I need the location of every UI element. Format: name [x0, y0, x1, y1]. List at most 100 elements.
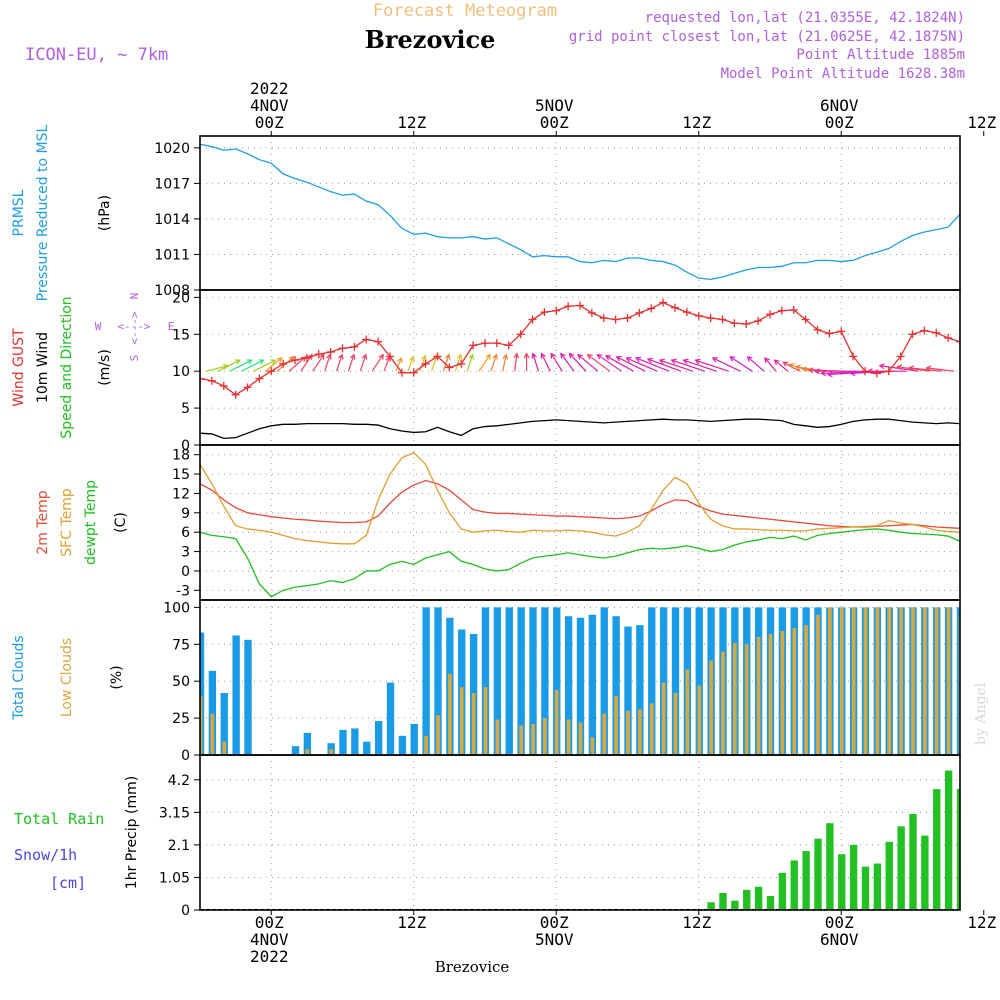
total-cloud-bar: [434, 607, 442, 755]
gust-marker: [386, 352, 394, 361]
wind-arrow: [513, 352, 520, 372]
precip-legend-label: Total Rain: [14, 810, 104, 828]
wind-arrow: [773, 359, 789, 372]
total-cloud-bar: [374, 721, 383, 755]
panel-frame-precip: [199, 754, 961, 911]
low-cloud-bar: [495, 719, 500, 755]
y-tick-label: 4.2: [168, 773, 190, 789]
wind-arrow-head: [485, 353, 491, 360]
top-time-label: 12Z: [682, 113, 711, 132]
wind-arrow-shaft: [597, 354, 622, 372]
wind-arrow: [670, 358, 705, 372]
wind-arrow-head: [456, 353, 463, 360]
gust-marker: [837, 327, 846, 336]
total-cloud-bar: [517, 607, 525, 755]
panel-cloud: 100 75 50 25 0: [163, 599, 961, 764]
wind-arrow-head: [878, 363, 885, 370]
total-cloud-bar: [505, 607, 513, 755]
y-tick-label: 0: [181, 438, 190, 454]
wind-arrow-shaft: [616, 356, 646, 372]
total-cloud-bar: [351, 728, 359, 755]
gust-marker: [504, 341, 513, 350]
plot-area-pressure: [200, 143, 960, 280]
gust-marker: [255, 374, 264, 383]
precip-legend-label: [cm]: [50, 874, 86, 892]
plot-area-cloud: [200, 607, 960, 755]
y-tick-label: 15: [172, 327, 190, 343]
y-tick-label: 9: [181, 506, 190, 522]
low-cloud-bar: [816, 614, 820, 755]
low-cloud-bar: [210, 713, 215, 755]
rain-bar: [731, 900, 739, 910]
gust-marker: [200, 374, 204, 383]
gust-marker: [314, 350, 323, 359]
gust-marker: [718, 315, 727, 324]
wind-arrow-head: [604, 355, 611, 361]
gust-marker: [267, 367, 276, 376]
total-cloud-bar: [244, 639, 252, 755]
rain-bar: [826, 823, 834, 910]
gust-marker: [397, 368, 406, 377]
gust-marker: [231, 390, 240, 399]
panel-label-temp: dewpt Temp: [83, 480, 99, 565]
y-tick-label: 12: [172, 486, 190, 502]
low-cloud-bar: [863, 607, 868, 755]
wind-arrow-shaft: [897, 366, 931, 372]
gust-marker: [623, 314, 632, 323]
bottom-time-label: 00Z: [825, 913, 854, 932]
low-cloud-bar: [744, 644, 749, 755]
wind-arrow-shaft: [264, 357, 283, 372]
top-time-label: 00Z: [255, 113, 284, 132]
gust-marker: [338, 344, 347, 353]
wind-arrow-head: [782, 361, 789, 367]
low-cloud-bar: [519, 725, 523, 755]
wind-arrow-head: [234, 359, 241, 365]
gust-marker: [421, 359, 430, 368]
total-cloud-bar: [588, 614, 597, 755]
wind-arrow-shaft: [659, 359, 694, 372]
rain-bar: [778, 872, 787, 910]
low-cloud-bar: [733, 642, 737, 755]
top-time-label: 2022: [250, 79, 289, 98]
wind-arrow: [813, 368, 860, 375]
wind-arrow: [359, 353, 368, 372]
panel-precip: 4.2 3.15 2.1 1.05 0: [159, 754, 961, 919]
wind-arrow: [711, 357, 741, 372]
gust-marker: [706, 314, 715, 323]
wind-arrow-shaft: [466, 354, 474, 372]
wind-arrow: [907, 365, 943, 372]
low-cloud-bar: [566, 719, 571, 755]
rain-bar: [802, 851, 810, 910]
wind-arrow-head: [711, 357, 718, 363]
panel-label-cloud: (%): [109, 665, 125, 689]
y-tick-label: 2.1: [168, 838, 190, 854]
total-cloud-bar: [398, 735, 407, 755]
compass-south: S: [128, 355, 141, 362]
compass-rose: W E <---> N S <--->: [95, 293, 175, 362]
wind-arrow-shaft: [560, 353, 575, 372]
gust-marker: [682, 308, 691, 317]
total-cloud-bar: [541, 607, 549, 755]
wind-arrow: [625, 356, 658, 372]
low-cloud-bar: [222, 741, 227, 755]
wind-arrow-head: [849, 370, 856, 377]
gust-marker: [896, 352, 905, 361]
wind-arrow-head: [807, 367, 814, 374]
low-cloud-bar: [887, 607, 892, 755]
gust-marker: [291, 356, 299, 365]
total-cloud-bar: [612, 616, 620, 755]
wind-arrow-head: [337, 353, 344, 360]
gust-marker: [576, 301, 584, 310]
low-cloud-bar: [554, 690, 559, 755]
wind-arrow-head: [896, 364, 903, 371]
series-line-2m-temp: [200, 479, 960, 529]
wind-arrow: [764, 357, 777, 372]
low-cloud-bar: [792, 628, 797, 755]
panel-label-wind: Speed and Direction: [59, 296, 75, 438]
wind-arrow-shaft: [478, 354, 491, 372]
low-cloud-bar: [828, 607, 832, 755]
total-cloud-bar: [410, 724, 418, 755]
station-title: Brezovice: [365, 25, 496, 54]
